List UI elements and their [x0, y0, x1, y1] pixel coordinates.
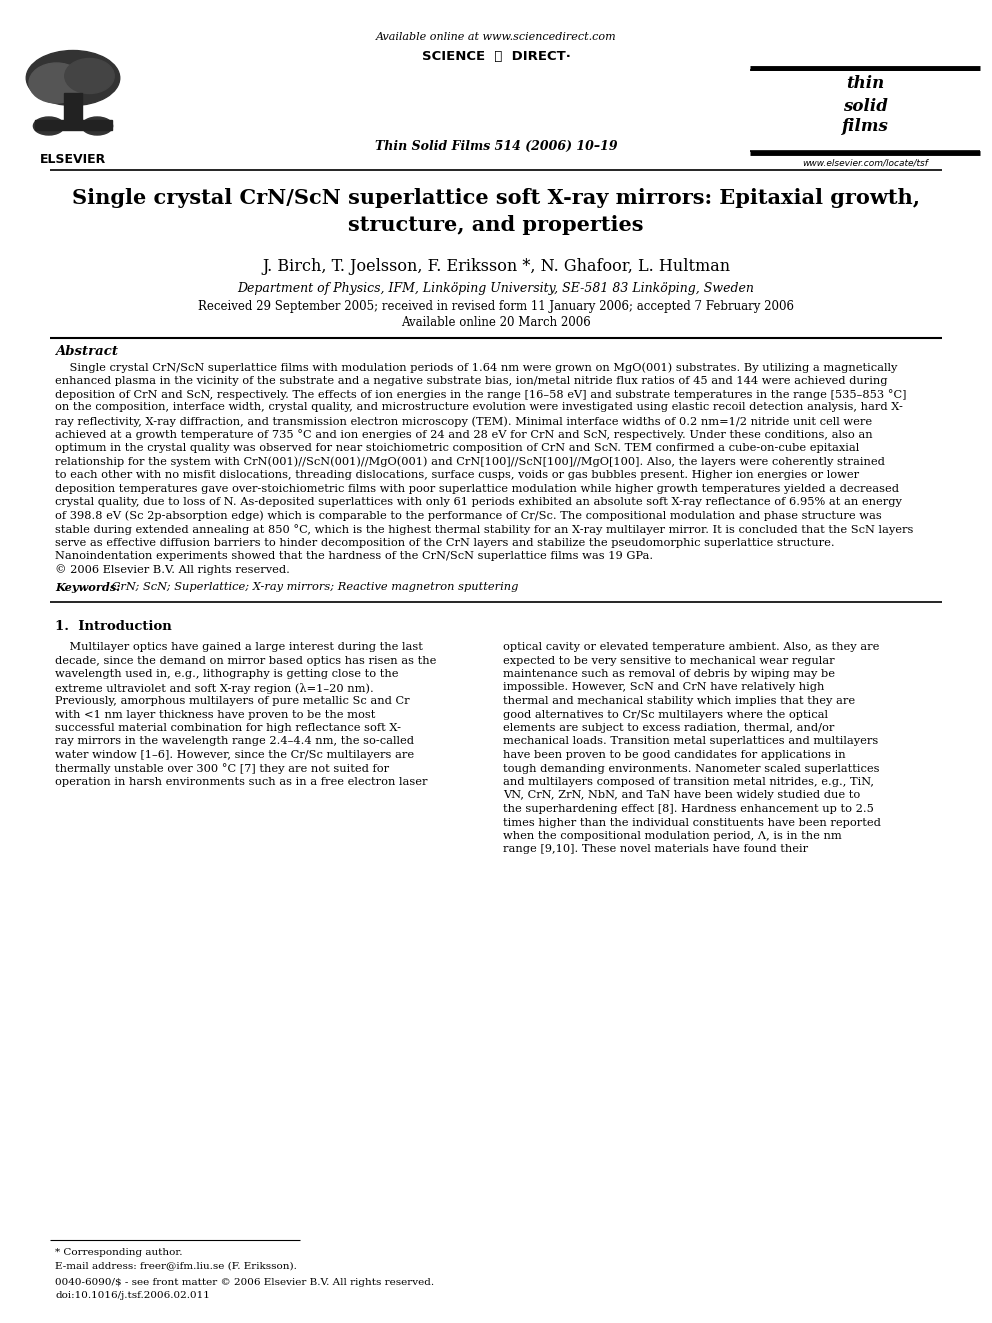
Text: Available online at www.sciencedirect.com: Available online at www.sciencedirect.co… — [376, 32, 616, 42]
Ellipse shape — [64, 58, 114, 94]
Text: when the compositional modulation period, Λ, is in the nm: when the compositional modulation period… — [503, 831, 842, 841]
Text: Abstract: Abstract — [55, 345, 118, 359]
Text: have been proven to be good candidates for applications in: have been proven to be good candidates f… — [503, 750, 845, 759]
Text: impossible. However, ScN and CrN have relatively high: impossible. However, ScN and CrN have re… — [503, 683, 824, 692]
Text: Thin Solid Films 514 (2006) 10–19: Thin Solid Films 514 (2006) 10–19 — [375, 140, 617, 153]
Text: 0040-6090/$ - see front matter © 2006 Elsevier B.V. All rights reserved.: 0040-6090/$ - see front matter © 2006 El… — [55, 1278, 434, 1287]
Text: enhanced plasma in the vicinity of the substrate and a negative substrate bias, : enhanced plasma in the vicinity of the s… — [55, 376, 888, 385]
Text: decade, since the demand on mirror based optics has risen as the: decade, since the demand on mirror based… — [55, 655, 436, 665]
Text: and multilayers composed of transition metal nitrides, e.g., TiN,: and multilayers composed of transition m… — [503, 777, 874, 787]
Text: solid: solid — [842, 98, 888, 115]
Text: Nanoindentation experiments showed that the hardness of the CrN/ScN superlattice: Nanoindentation experiments showed that … — [55, 550, 653, 561]
Text: doi:10.1016/j.tsf.2006.02.011: doi:10.1016/j.tsf.2006.02.011 — [55, 1291, 210, 1301]
Bar — [64, 93, 81, 123]
Text: VN, CrN, ZrN, NbN, and TaN have been widely studied due to: VN, CrN, ZrN, NbN, and TaN have been wid… — [503, 791, 860, 800]
Text: serve as effective diffusion barriers to hinder decomposition of the CrN layers : serve as effective diffusion barriers to… — [55, 537, 834, 548]
Text: the superhardening effect [8]. Hardness enhancement up to 2.5: the superhardening effect [8]. Hardness … — [503, 804, 874, 814]
Text: structure, and properties: structure, and properties — [348, 216, 644, 235]
Text: expected to be very sensitive to mechanical wear regular: expected to be very sensitive to mechani… — [503, 655, 834, 665]
Text: J. Birch, T. Joelsson, F. Eriksson *, N. Ghafoor, L. Hultman: J. Birch, T. Joelsson, F. Eriksson *, N.… — [262, 258, 730, 275]
Text: thermally unstable over 300 °C [7] they are not suited for: thermally unstable over 300 °C [7] they … — [55, 763, 389, 774]
Ellipse shape — [26, 50, 120, 106]
Text: stable during extended annealing at 850 °C, which is the highest thermal stabili: stable during extended annealing at 850 … — [55, 524, 914, 534]
Text: to each other with no misfit dislocations, threading dislocations, surface cusps: to each other with no misfit dislocation… — [55, 470, 859, 480]
Text: maintenance such as removal of debris by wiping may be: maintenance such as removal of debris by… — [503, 669, 835, 679]
Text: Received 29 September 2005; received in revised form 11 January 2006; accepted 7: Received 29 September 2005; received in … — [198, 300, 794, 314]
Text: operation in harsh environments such as in a free electron laser: operation in harsh environments such as … — [55, 777, 428, 787]
Text: extreme ultraviolet and soft X-ray region (λ=1–20 nm).: extreme ultraviolet and soft X-ray regio… — [55, 683, 374, 693]
Text: deposition of CrN and ScN, respectively. The effects of ion energies in the rang: deposition of CrN and ScN, respectively.… — [55, 389, 907, 400]
Text: wavelength used in, e.g., lithography is getting close to the: wavelength used in, e.g., lithography is… — [55, 669, 399, 679]
Text: © 2006 Elsevier B.V. All rights reserved.: © 2006 Elsevier B.V. All rights reserved… — [55, 565, 290, 576]
Text: on the composition, interface width, crystal quality, and microstructure evoluti: on the composition, interface width, cry… — [55, 402, 903, 413]
Text: thermal and mechanical stability which implies that they are: thermal and mechanical stability which i… — [503, 696, 855, 706]
Text: 1.  Introduction: 1. Introduction — [55, 620, 172, 632]
Text: Keywords:: Keywords: — [55, 582, 120, 593]
Text: Single crystal CrN/ScN superlattice films with modulation periods of 1.64 nm wer: Single crystal CrN/ScN superlattice film… — [55, 363, 898, 373]
Bar — [35, 120, 111, 130]
Ellipse shape — [81, 116, 113, 135]
Text: deposition temperatures gave over-stoichiometric films with poor superlattice mo: deposition temperatures gave over-stoich… — [55, 483, 899, 493]
Text: achieved at a growth temperature of 735 °C and ion energies of 24 and 28 eV for : achieved at a growth temperature of 735 … — [55, 430, 873, 441]
Text: SCIENCE  ⓓ  DIRECT·: SCIENCE ⓓ DIRECT· — [422, 50, 570, 64]
Text: range [9,10]. These novel materials have found their: range [9,10]. These novel materials have… — [503, 844, 808, 855]
Text: E-mail address: freer@ifm.liu.se (F. Eriksson).: E-mail address: freer@ifm.liu.se (F. Eri… — [55, 1261, 297, 1270]
Text: films: films — [841, 118, 889, 135]
Text: * Corresponding author.: * Corresponding author. — [55, 1248, 183, 1257]
Text: Previously, amorphous multilayers of pure metallic Sc and Cr: Previously, amorphous multilayers of pur… — [55, 696, 410, 706]
Text: successful material combination for high reflectance soft X-: successful material combination for high… — [55, 722, 401, 733]
Text: optimum in the crystal quality was observed for near stoichiometric composition : optimum in the crystal quality was obser… — [55, 443, 859, 452]
Text: water window [1–6]. However, since the Cr/Sc multilayers are: water window [1–6]. However, since the C… — [55, 750, 414, 759]
Text: good alternatives to Cr/Sc multilayers where the optical: good alternatives to Cr/Sc multilayers w… — [503, 709, 828, 720]
Text: ray mirrors in the wavelength range 2.4–4.4 nm, the so-called: ray mirrors in the wavelength range 2.4–… — [55, 737, 414, 746]
Text: relationship for the system with CrN(001)//ScN(001)//MgO(001) and CrN[100]//ScN[: relationship for the system with CrN(001… — [55, 456, 885, 467]
Text: thin: thin — [846, 75, 884, 93]
Text: www.elsevier.com/locate/tsf: www.elsevier.com/locate/tsf — [803, 157, 928, 167]
Text: Single crystal CrN/ScN superlattice soft X-ray mirrors: Epitaxial growth,: Single crystal CrN/ScN superlattice soft… — [72, 188, 920, 208]
Text: with <1 nm layer thickness have proven to be the most: with <1 nm layer thickness have proven t… — [55, 709, 375, 720]
Ellipse shape — [29, 64, 84, 103]
Text: crystal quality, due to loss of N. As-deposited superlattices with only 61 perio: crystal quality, due to loss of N. As-de… — [55, 497, 902, 507]
Text: times higher than the individual constituents have been reported: times higher than the individual constit… — [503, 818, 881, 827]
Text: ray reflectivity, X-ray diffraction, and transmission electron microscopy (TEM).: ray reflectivity, X-ray diffraction, and… — [55, 415, 872, 426]
Text: Multilayer optics have gained a large interest during the last: Multilayer optics have gained a large in… — [55, 642, 423, 652]
Text: ELSEVIER: ELSEVIER — [40, 153, 106, 165]
Text: tough demanding environments. Nanometer scaled superlattices: tough demanding environments. Nanometer … — [503, 763, 880, 774]
Text: Department of Physics, IFM, Linköping University, SE-581 83 Linköping, Sweden: Department of Physics, IFM, Linköping Un… — [237, 282, 755, 295]
Text: of 398.8 eV (Sc 2p-absorption edge) which is comparable to the performance of Cr: of 398.8 eV (Sc 2p-absorption edge) whic… — [55, 511, 882, 521]
Text: optical cavity or elevated temperature ambient. Also, as they are: optical cavity or elevated temperature a… — [503, 642, 879, 652]
Text: CrN; ScN; Superlattice; X-ray mirrors; Reactive magnetron sputtering: CrN; ScN; Superlattice; X-ray mirrors; R… — [108, 582, 519, 591]
Text: mechanical loads. Transition metal superlattices and multilayers: mechanical loads. Transition metal super… — [503, 737, 878, 746]
Ellipse shape — [34, 116, 64, 135]
Text: Available online 20 March 2006: Available online 20 March 2006 — [401, 316, 591, 329]
Text: elements are subject to excess radiation, thermal, and/or: elements are subject to excess radiation… — [503, 722, 834, 733]
